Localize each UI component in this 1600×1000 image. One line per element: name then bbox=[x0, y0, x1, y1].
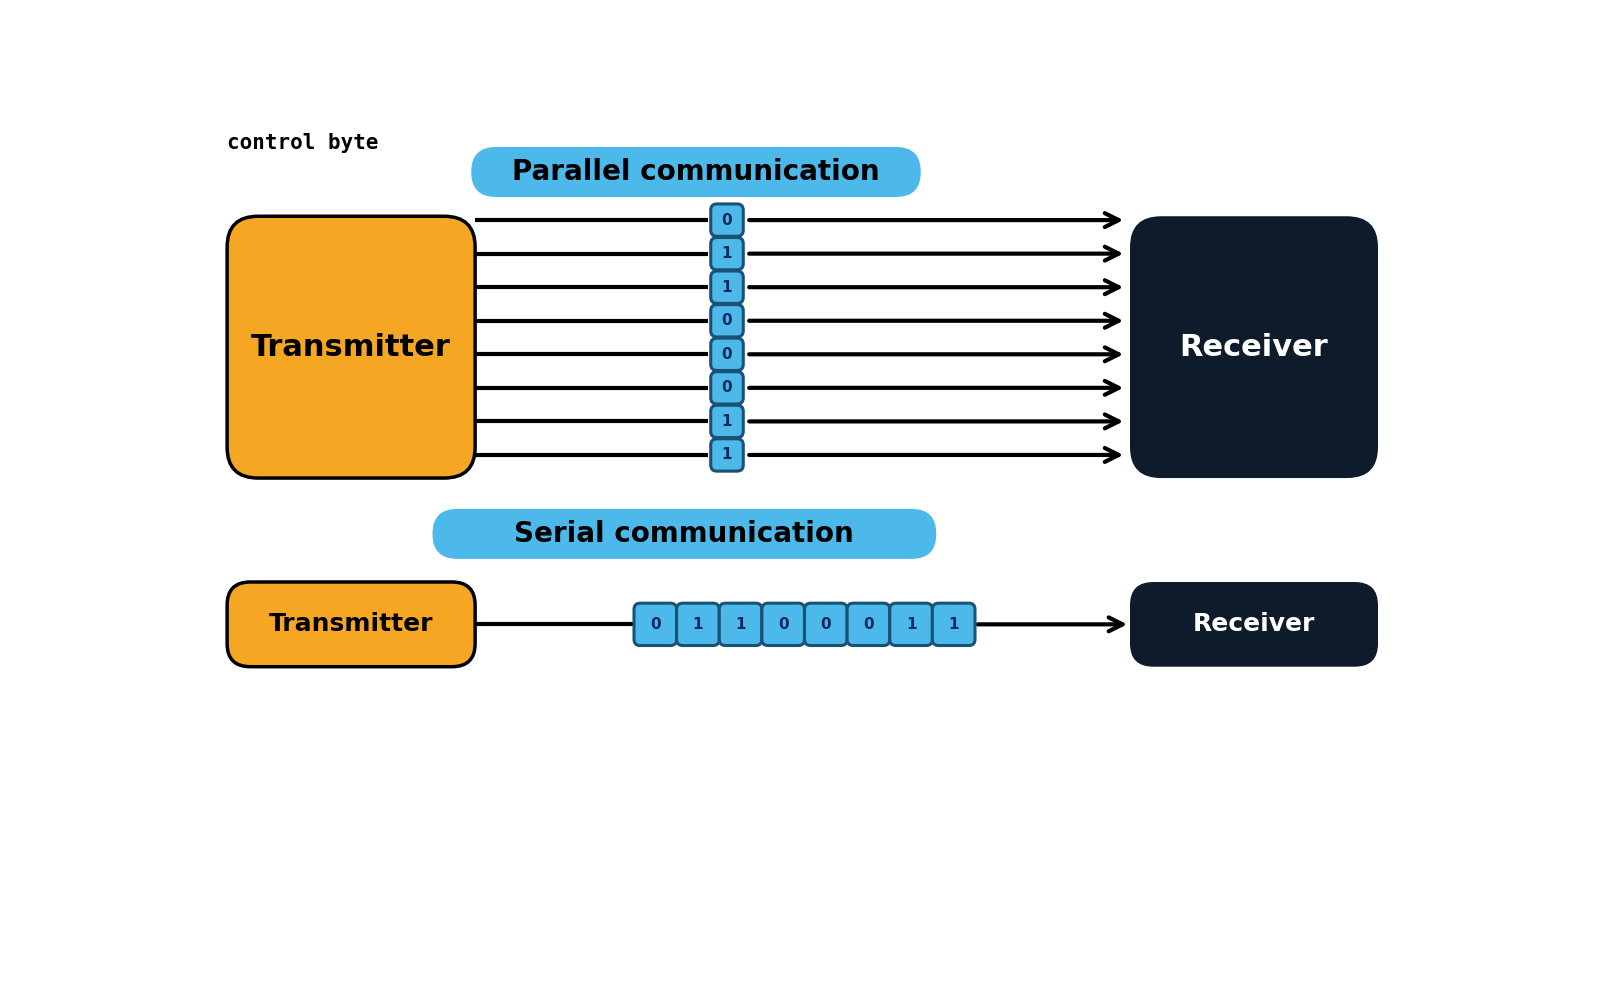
FancyBboxPatch shape bbox=[805, 603, 846, 646]
Text: 0: 0 bbox=[650, 617, 661, 632]
FancyBboxPatch shape bbox=[710, 305, 744, 337]
Text: 1: 1 bbox=[722, 280, 733, 295]
Text: Transmitter: Transmitter bbox=[251, 333, 451, 362]
FancyBboxPatch shape bbox=[227, 216, 475, 478]
FancyBboxPatch shape bbox=[1130, 216, 1378, 478]
FancyBboxPatch shape bbox=[432, 509, 936, 559]
FancyBboxPatch shape bbox=[890, 603, 933, 646]
FancyBboxPatch shape bbox=[710, 271, 744, 303]
FancyBboxPatch shape bbox=[710, 338, 744, 370]
FancyBboxPatch shape bbox=[710, 204, 744, 236]
FancyBboxPatch shape bbox=[933, 603, 974, 646]
Text: 1: 1 bbox=[722, 447, 733, 462]
FancyBboxPatch shape bbox=[762, 603, 805, 646]
FancyBboxPatch shape bbox=[846, 603, 890, 646]
Text: 1: 1 bbox=[722, 246, 733, 261]
FancyBboxPatch shape bbox=[710, 439, 744, 471]
FancyBboxPatch shape bbox=[1130, 582, 1378, 667]
Text: Receiver: Receiver bbox=[1179, 333, 1328, 362]
Text: 0: 0 bbox=[778, 617, 789, 632]
Text: 0: 0 bbox=[722, 380, 733, 395]
Text: 1: 1 bbox=[693, 617, 702, 632]
Text: 1: 1 bbox=[736, 617, 746, 632]
FancyBboxPatch shape bbox=[710, 405, 744, 438]
Text: Serial communication: Serial communication bbox=[515, 520, 854, 548]
Text: 0: 0 bbox=[722, 313, 733, 328]
FancyBboxPatch shape bbox=[710, 372, 744, 404]
Text: 0: 0 bbox=[821, 617, 830, 632]
Text: 1: 1 bbox=[949, 617, 958, 632]
Text: Transmitter: Transmitter bbox=[269, 612, 434, 636]
Text: Receiver: Receiver bbox=[1194, 612, 1315, 636]
FancyBboxPatch shape bbox=[720, 603, 762, 646]
Text: Parallel communication: Parallel communication bbox=[512, 158, 880, 186]
Text: 1: 1 bbox=[722, 414, 733, 429]
Text: 0: 0 bbox=[722, 213, 733, 228]
FancyBboxPatch shape bbox=[634, 603, 677, 646]
FancyBboxPatch shape bbox=[677, 603, 720, 646]
FancyBboxPatch shape bbox=[710, 237, 744, 270]
Text: 0: 0 bbox=[722, 347, 733, 362]
Text: 1: 1 bbox=[906, 617, 917, 632]
Text: 0: 0 bbox=[862, 617, 874, 632]
FancyBboxPatch shape bbox=[472, 147, 920, 197]
Text: control byte: control byte bbox=[227, 133, 379, 153]
FancyBboxPatch shape bbox=[227, 582, 475, 667]
